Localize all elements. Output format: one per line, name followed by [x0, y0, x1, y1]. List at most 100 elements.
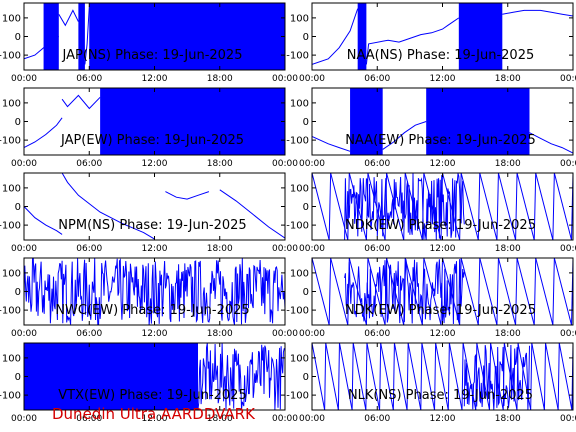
x-tick-label: 06:00: [364, 414, 390, 424]
saturated-block: [78, 3, 85, 70]
x-tick-label: 00:00: [272, 159, 298, 169]
x-tick-label: 18:00: [207, 414, 233, 424]
saturated-block: [357, 3, 367, 70]
x-tick-label: 18:00: [495, 414, 521, 424]
x-tick-label: 00:00: [272, 74, 298, 84]
noisy-trace: [344, 173, 465, 240]
x-tick-label: 12:00: [430, 244, 456, 254]
phase-wrap: [337, 343, 340, 410]
x-tick-label: 00:00: [11, 329, 37, 339]
saturated-block: [24, 343, 198, 410]
y-tick-label: -100: [286, 221, 309, 232]
phase-ramp: [516, 173, 535, 240]
phase-wrap: [515, 258, 518, 325]
phase-ramp: [516, 258, 535, 325]
y-tick-label: -100: [0, 51, 21, 62]
phase-wrap: [552, 258, 555, 325]
phase-wrap: [461, 343, 464, 410]
phase-wrap: [496, 173, 499, 240]
phase-ramp: [460, 258, 479, 325]
series-line: [312, 135, 351, 152]
plot-area: [24, 173, 285, 240]
phase-ramp: [558, 343, 573, 410]
phase-wrap: [477, 258, 481, 325]
phase-wrap: [488, 343, 492, 410]
y-tick-label: 100: [2, 268, 21, 279]
chart-panel: -100 0 100 00:00 06:00 12:00 18:00 00:00 JAP(NS)…: [0, 2, 298, 84]
x-tick-label: 12:00: [142, 74, 168, 84]
chart-panel: -100 0 100 00:00 06:00 12:00 18:00 00:00 NLK(NS)…: [286, 342, 576, 424]
x-tick-label: 06:00: [76, 244, 102, 254]
phase-wrap: [533, 258, 537, 325]
saturated-block: [100, 88, 285, 155]
phase-wrap: [447, 343, 450, 410]
x-tick-label: 18:00: [495, 74, 521, 84]
phase-ramp: [497, 258, 517, 325]
saturated-block: [458, 3, 503, 70]
x-tick-label: 00:00: [299, 414, 325, 424]
y-tick-label: 100: [2, 98, 21, 109]
y-tick-label: 0: [15, 202, 21, 213]
x-tick-label: 06:00: [76, 414, 102, 424]
x-tick-label: 12:00: [142, 414, 168, 424]
y-tick-label: 100: [2, 183, 21, 194]
phase-ramp: [404, 258, 423, 325]
chart-panel: -100 0 100 00:00 06:00 12:00 18:00 00:00 NAA(EW)…: [286, 87, 576, 169]
phase-ramp: [531, 343, 545, 410]
y-tick-label: 0: [303, 287, 309, 298]
phase-ramp: [535, 173, 554, 240]
y-tick-label: -100: [286, 136, 309, 147]
phase-ramp: [352, 343, 367, 410]
phase-wrap: [477, 173, 481, 240]
y-tick-label: 0: [303, 202, 309, 213]
x-tick-label: 18:00: [207, 159, 233, 169]
y-tick-label: -100: [286, 306, 309, 317]
x-tick-label: 00:00: [299, 329, 325, 339]
y-tick-label: -100: [286, 391, 309, 402]
chart-panel: -100 0 100 00:00 06:00 12:00 18:00 00:00 NAA(NS)…: [286, 2, 576, 84]
x-tick-label: 00:00: [11, 244, 37, 254]
series-line: [312, 8, 359, 65]
phase-wrap: [552, 173, 555, 240]
series-line: [502, 9, 573, 17]
x-tick-label: 12:00: [430, 159, 456, 169]
x-tick-label: 00:00: [299, 74, 325, 84]
y-tick-label: 100: [2, 13, 21, 24]
y-tick-label: 0: [15, 117, 21, 128]
phase-ramp: [325, 343, 339, 410]
x-tick-label: 06:00: [364, 159, 390, 169]
phase-ramp: [330, 258, 349, 325]
phase-wrap: [533, 173, 537, 240]
y-tick-label: 0: [15, 287, 21, 298]
saturated-block: [350, 88, 383, 155]
phase-ramp: [312, 343, 326, 410]
x-tick-label: 00:00: [560, 414, 576, 424]
chart-title: JAP(NS) Phase: 19-Jun-2025: [62, 48, 243, 63]
x-tick-label: 00:00: [299, 244, 325, 254]
chart-panel: -100 0 100 00:00 06:00 12:00 18:00 00:00 NPM(NS)…: [0, 172, 298, 254]
phase-ramp: [503, 343, 518, 410]
series-line: [165, 191, 210, 200]
x-tick-label: 18:00: [495, 244, 521, 254]
series-line: [529, 132, 573, 154]
y-tick-label: -100: [0, 306, 21, 317]
phase-wrap: [434, 343, 437, 410]
y-tick-label: 100: [290, 353, 309, 364]
x-tick-label: 00:00: [272, 414, 298, 424]
series-line: [84, 6, 90, 65]
series-line: [24, 206, 63, 235]
phase-ramp: [535, 258, 554, 325]
x-tick-label: 06:00: [364, 244, 390, 254]
phase-ramp: [366, 343, 381, 410]
series-line: [61, 173, 155, 240]
chart-panel: -100 0 100 00:00 06:00 12:00 18:00 00:00 VTX(EW)…: [0, 342, 298, 424]
phase-ramp: [393, 343, 408, 410]
y-tick-label: 0: [15, 372, 21, 383]
phase-wrap: [543, 343, 547, 410]
chart-panel: -100 0 100 00:00 06:00 12:00 18:00 00:00 NWC(EW)…: [0, 257, 298, 339]
y-tick-label: 100: [290, 183, 309, 194]
phase-ramp: [460, 173, 479, 240]
phase-ramp: [553, 258, 572, 325]
x-tick-label: 12:00: [430, 329, 456, 339]
footer-label: Dunedin Ultra AARDDVARK: [52, 405, 255, 423]
